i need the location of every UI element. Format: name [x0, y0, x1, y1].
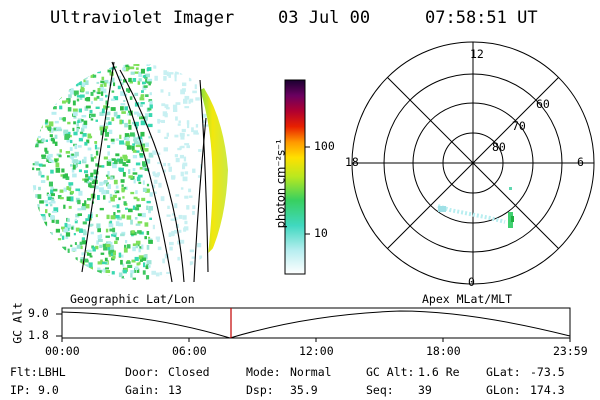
altitude-curve	[61, 310, 571, 339]
info-dsp-label: Dsp:	[246, 383, 274, 397]
mlt-label-0: 0	[468, 275, 475, 289]
mlt-label-18: 18	[345, 155, 359, 169]
info-mode-value: Normal	[290, 365, 332, 379]
timeline-left-label: Geographic Lat/Lon	[70, 292, 195, 306]
info-ip-value: 9.0	[38, 383, 59, 397]
timeline-xtick-0000: 00:00	[45, 344, 80, 358]
info-glon-value: 174.3	[530, 383, 565, 397]
info-gcalt-value: 1.6 Re	[418, 365, 460, 379]
timeline-right-label: Apex MLat/MLT	[422, 292, 513, 306]
info-door-label: Door:	[125, 365, 160, 379]
info-gcalt-label: GC Alt:	[366, 365, 415, 379]
instrument-title: Ultraviolet Imager	[50, 8, 235, 28]
info-flt-value: LBHL	[38, 365, 66, 379]
info-door-value: Closed	[168, 365, 210, 379]
observation-date: 03 Jul 00	[278, 8, 371, 28]
colorbar-tick-100: 100	[314, 139, 335, 153]
info-seq-label: Seq:	[366, 383, 394, 397]
info-glon-label: GLon:	[486, 383, 521, 397]
aurora-oval-points	[437, 187, 514, 228]
timeline-ytick-low: 1.8	[28, 328, 49, 342]
colorbar-tick-10: 10	[314, 226, 328, 240]
dayside-glow	[200, 88, 228, 255]
timeline-xtick-1200: 12:00	[299, 344, 334, 358]
info-gain-label: Gain:	[125, 383, 160, 397]
timeline-xtick-0600: 06:00	[172, 344, 207, 358]
mlt-label-12: 12	[470, 47, 484, 61]
info-mode-label: Mode:	[246, 365, 281, 379]
info-ip-label: IP:	[10, 383, 31, 397]
timeline-xtick-2359: 23:59	[553, 344, 588, 358]
lat-label-80: 80	[492, 140, 506, 154]
mlt-label-6: 6	[577, 155, 584, 169]
info-glat-label: GLat:	[486, 365, 521, 379]
lat-label-60: 60	[536, 97, 550, 111]
info-dsp-value: 35.9	[290, 383, 318, 397]
observation-time: 07:58:51 UT	[425, 8, 538, 28]
info-seq-value: 39	[418, 383, 432, 397]
lat-label-70: 70	[512, 119, 526, 133]
info-glat-value: -73.5	[530, 365, 565, 379]
timeline-ytick-high: 9.0	[28, 306, 49, 320]
timeline-xtick-1800: 18:00	[426, 344, 461, 358]
earth-grid-lines	[81, 61, 209, 283]
info-flt-label: Flt:	[10, 365, 38, 379]
info-gain-value: 13	[168, 383, 182, 397]
